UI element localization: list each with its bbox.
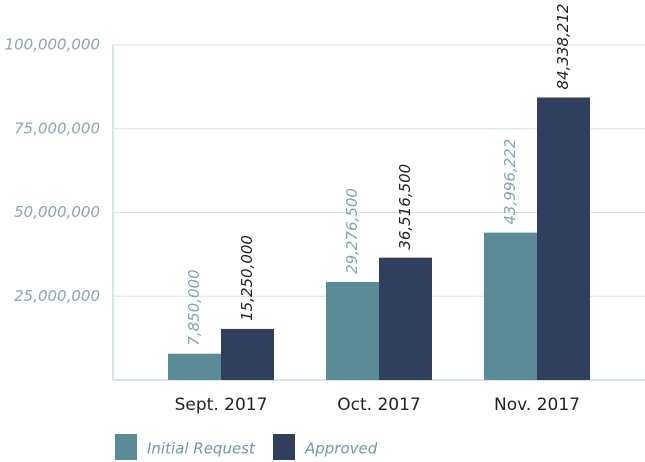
x-tick-label: Sept. 2017 bbox=[175, 395, 268, 415]
x-tick-label: Oct. 2017 bbox=[337, 395, 420, 415]
y-tick-label: 50,000,000 bbox=[14, 203, 100, 221]
y-tick-label: 25,000,000 bbox=[14, 287, 100, 305]
y-tick-label: 75,000,000 bbox=[14, 119, 100, 137]
legend-swatch bbox=[273, 434, 295, 460]
bar bbox=[221, 328, 274, 380]
value-label: 36,516,500 bbox=[396, 164, 414, 250]
bar bbox=[484, 232, 537, 380]
y-tick-label: 100,000,000 bbox=[5, 36, 100, 54]
bar bbox=[168, 353, 221, 380]
value-label: 84,338,212 bbox=[554, 4, 572, 90]
bar bbox=[537, 97, 590, 381]
value-label: 29,276,500 bbox=[343, 188, 361, 274]
x-tick-label: Nov. 2017 bbox=[494, 395, 580, 415]
legend-label: Approved bbox=[304, 440, 378, 458]
value-label: 7,850,000 bbox=[185, 269, 203, 345]
legend-swatch bbox=[115, 434, 137, 460]
bar bbox=[379, 257, 432, 380]
value-label: 15,250,000 bbox=[238, 235, 256, 321]
legend-label: Initial Request bbox=[147, 440, 256, 458]
value-label: 43,996,222 bbox=[501, 139, 519, 225]
bar bbox=[326, 281, 379, 380]
